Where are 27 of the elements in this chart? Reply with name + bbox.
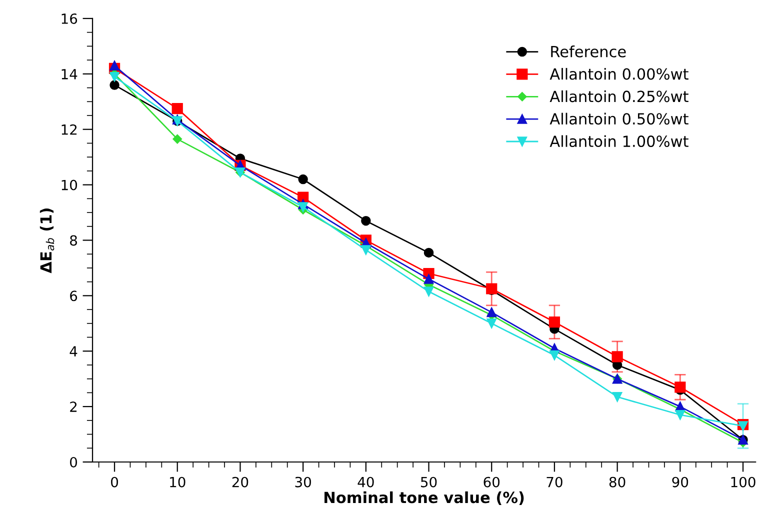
x-tick-label: 70	[546, 476, 562, 488]
x-tick-label: 40	[358, 476, 374, 488]
x-tick-label: 20	[232, 476, 248, 488]
x-axis-title: Nominal tone value (%)	[324, 491, 524, 506]
y-tick-label: 6	[70, 290, 78, 302]
x-tick-label: 0	[111, 476, 118, 488]
x-tick-label: 60	[484, 476, 500, 488]
y-tick-label: 16	[62, 13, 78, 24]
legend-label: Allantoin 1.00%wt	[550, 135, 688, 148]
x-tick-label: 100	[731, 476, 756, 488]
legend-label: Allantoin 0.25%wt	[550, 90, 688, 102]
legend-label: Reference	[551, 46, 626, 58]
x-tick-label: 10	[170, 476, 186, 488]
x-tick-label: 90	[672, 476, 688, 488]
y-tick-label: 4	[70, 346, 78, 356]
y-tick-label: 12	[62, 124, 77, 135]
legend-label: Allantoin 0.50%wt	[550, 112, 688, 125]
y-tick-label: 14	[62, 69, 78, 80]
x-tick-label: 50	[421, 476, 437, 488]
y-tick-label: 2	[70, 402, 77, 412]
y-tick-label: 8	[70, 235, 77, 246]
x-tick-label: 30	[295, 476, 311, 488]
legend-label: Allantoin 0.00%wt	[550, 68, 688, 80]
y-tick-label: 10	[62, 180, 78, 190]
y-tick-label: 0	[70, 456, 78, 468]
x-tick-label: 80	[609, 476, 626, 488]
y-axis-title: ΔE$_{ab}$ (1)	[40, 208, 54, 274]
